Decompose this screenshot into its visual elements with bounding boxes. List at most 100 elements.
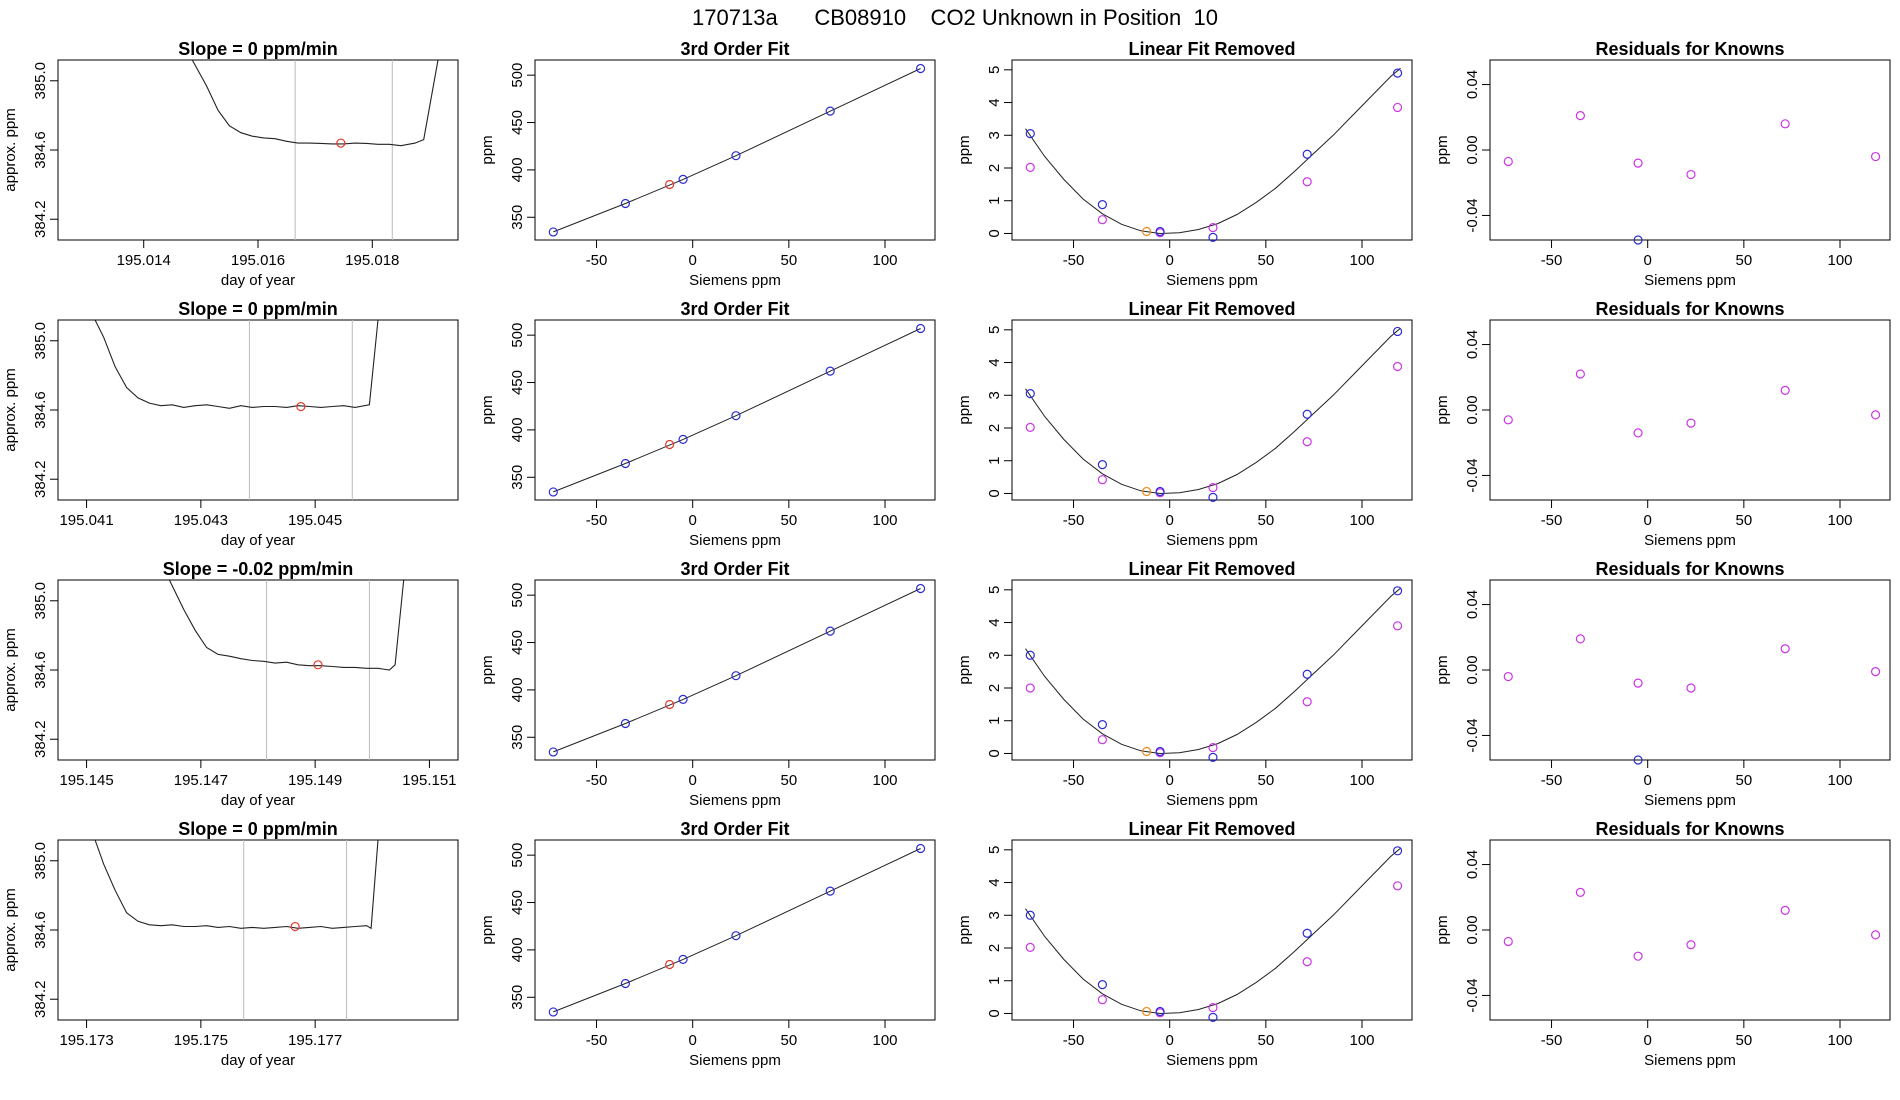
y-tick-label: 0.00 [1464,655,1481,684]
known-standard-point [620,458,630,469]
plot-frame [534,839,936,1021]
x-tick-label: 100 [872,772,897,789]
residual-point [1780,644,1790,654]
magenta-point [1208,222,1218,233]
figure-title: 170713a CB08910 CO2 Unknown in Position … [692,5,1218,30]
y-tick-label: 400 [509,677,526,702]
y-axis-label: ppm [1434,655,1451,684]
blue-point [1155,226,1165,237]
residual-point [1503,671,1513,682]
y-tick-label: 0.04 [1464,330,1481,359]
x-tick-label: 100 [1827,512,1852,529]
x-tick-label: 195.175 [174,1032,228,1049]
panel-linear_removed-2: Linear Fit Removed -50 0 50 100 0 1 2 3 4 5 Siemens… [956,299,1413,549]
x-axis-label: day of year [221,792,295,809]
fit-line [553,848,921,1013]
y-axis-label: ppm [479,655,496,684]
x-tick-label: 0 [689,252,697,269]
x-tick-label: -50 [1541,252,1563,269]
residual-point [1686,940,1696,950]
known-standard-point [731,151,741,161]
x-tick-label: 0 [1166,772,1174,789]
plot-frame [534,579,936,761]
concentration-trace [94,839,379,930]
x-axis-label: day of year [221,1052,295,1069]
x-tick-label: 195.151 [402,772,456,789]
magenta-point [1208,482,1218,493]
residual-curve [1025,67,1401,235]
x-tick-label: 0 [1644,1032,1652,1049]
panel-title: Residuals for Knowns [1595,559,1784,579]
residual-point [1686,418,1696,428]
y-tick-label: 400 [509,157,526,182]
y-tick-label: -0.04 [1464,718,1481,752]
panel-title: 3rd Order Fit [680,39,789,59]
magenta-point [1208,742,1218,753]
y-tick-label: 385.0 [32,62,49,100]
panel-title: Slope = 0 ppm/min [178,299,338,319]
x-tick-label: 0 [1166,512,1174,529]
y-tick-label: 500 [509,583,526,608]
mean-marker [296,401,306,412]
x-axis-label: Siemens ppm [1166,792,1258,809]
known-standard-point [678,434,688,444]
y-tick-label: 3 [986,651,1003,659]
x-tick-label: 195.045 [288,512,342,529]
known-standard-point [620,718,630,729]
blue-point [1155,746,1165,757]
x-tick-label: 50 [781,512,798,529]
blue-point [1025,910,1035,920]
plot-frame [534,59,936,241]
y-tick-label: 350 [509,725,526,750]
known-standard-point [915,843,926,854]
x-axis-label: day of year [221,272,295,289]
plot-frame [1011,59,1413,241]
magenta-point [1097,475,1107,485]
unknown-point [1142,486,1152,497]
plot-frame [1011,839,1413,1021]
y-axis-label: ppm [956,395,973,424]
x-tick-label: 50 [781,252,798,269]
fit-line [553,68,921,233]
y-tick-label: 0 [986,749,1003,757]
known-standard-point [678,174,688,184]
y-tick-label: 0.04 [1464,590,1481,619]
y-tick-label: 384.6 [32,391,49,429]
plot-frame [57,319,459,501]
panel-linear_removed-4: Linear Fit Removed -50 0 50 100 0 1 2 3 4 5 Siemens… [956,819,1413,1069]
magenta-point [1097,735,1107,745]
panel-title: Slope = 0 ppm/min [178,819,338,839]
x-tick-label: 100 [1349,772,1374,789]
x-tick-label: 50 [1736,772,1753,789]
residual-point [1633,755,1643,765]
blue-point [1025,129,1035,139]
y-tick-label: 0.04 [1464,850,1481,879]
blue-point [1155,486,1165,497]
x-tick-label: 50 [1258,1032,1275,1049]
y-tick-label: 0.00 [1464,395,1481,424]
x-tick-label: 50 [1258,512,1275,529]
x-tick-label: -50 [586,252,608,269]
residual-point [1780,385,1790,395]
residual-point [1780,119,1790,129]
y-tick-label: 500 [509,843,526,868]
y-tick-label: 1 [986,717,1003,725]
y-axis-label: approx. ppm [2,108,19,191]
x-tick-label: -50 [1063,772,1085,789]
y-tick-label: 384.6 [32,651,49,689]
x-tick-label: 100 [1349,512,1374,529]
x-tick-label: 50 [781,772,798,789]
unknown-point [1142,226,1152,237]
y-axis-label: ppm [479,915,496,944]
x-axis-label: Siemens ppm [1166,532,1258,549]
panel-residuals-1: Residuals for Knowns -50 0 50 100 -0.04 0.00 0.… [1434,39,1891,289]
blue-point [1208,1012,1218,1022]
panel-fit-3: 3rd Order Fit -50 0 50 100 350 400 450 500 Siemen… [479,559,936,809]
magenta-point [1025,422,1035,432]
panel-fit-1: 3rd Order Fit -50 0 50 100 350 400 450 500 Siemen… [479,39,936,289]
blue-point [1097,980,1107,990]
panel-residuals-4: Residuals for Knowns -50 0 50 100 -0.04 0.00 0.… [1434,819,1891,1069]
x-tick-label: 0 [689,772,697,789]
plot-frame [1489,59,1891,241]
known-standard-point [548,747,558,757]
